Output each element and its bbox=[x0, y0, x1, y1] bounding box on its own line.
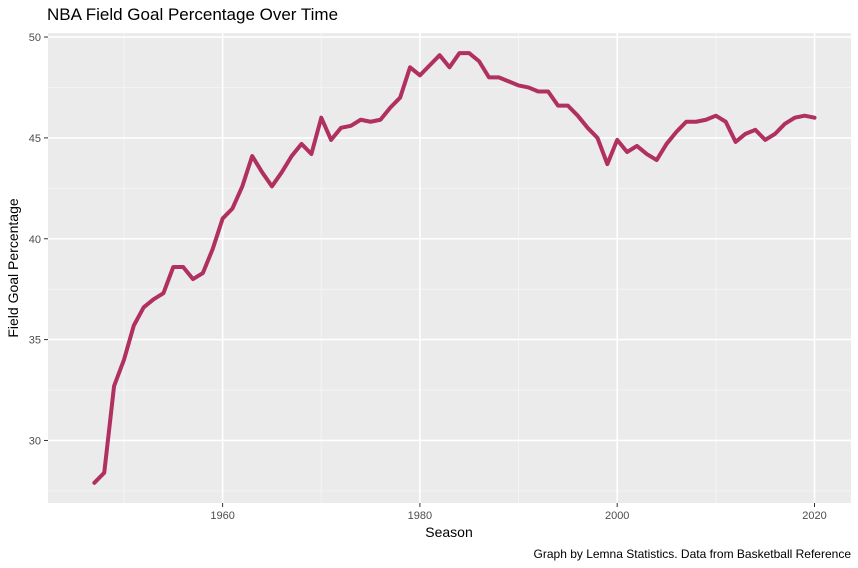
data-point bbox=[388, 106, 392, 110]
data-point bbox=[438, 53, 442, 57]
data-point bbox=[526, 85, 530, 89]
data-point bbox=[684, 120, 688, 124]
data-point bbox=[250, 154, 254, 158]
data-point bbox=[793, 116, 797, 120]
data-point bbox=[240, 184, 244, 188]
data-point bbox=[813, 116, 817, 120]
data-point bbox=[694, 120, 698, 124]
data-point bbox=[122, 358, 126, 362]
x-tick-label: 2000 bbox=[605, 510, 629, 522]
x-tick-labels: 1960 1980 2000 2020 bbox=[210, 510, 826, 522]
axis-ticks bbox=[44, 36, 815, 507]
fg-percentage-line bbox=[92, 51, 817, 485]
data-point bbox=[152, 297, 156, 301]
data-point bbox=[378, 118, 382, 122]
data-point bbox=[171, 265, 175, 269]
data-point bbox=[753, 128, 757, 132]
data-point bbox=[576, 114, 580, 118]
data-point bbox=[132, 323, 136, 327]
x-tick-label: 1960 bbox=[210, 510, 234, 522]
data-point bbox=[615, 138, 619, 142]
data-point bbox=[181, 265, 185, 269]
data-point bbox=[270, 184, 274, 188]
x-tick-label: 1980 bbox=[408, 510, 432, 522]
data-point bbox=[546, 89, 550, 93]
data-point bbox=[586, 126, 590, 130]
chart-title: NBA Field Goal Percentage Over Time bbox=[47, 5, 338, 24]
data-point bbox=[161, 291, 165, 295]
data-point bbox=[783, 122, 787, 126]
data-point bbox=[221, 217, 225, 221]
data-point bbox=[763, 138, 767, 142]
data-point bbox=[230, 206, 234, 210]
data-point bbox=[497, 75, 501, 79]
y-tick-labels: 30 35 40 45 50 bbox=[29, 32, 41, 447]
y-axis-title: Field Goal Percentage bbox=[5, 198, 21, 338]
data-point bbox=[467, 51, 471, 55]
data-point bbox=[803, 114, 807, 118]
data-point bbox=[773, 132, 777, 136]
data-point bbox=[724, 120, 728, 124]
major-gridlines bbox=[48, 33, 851, 503]
data-point bbox=[448, 65, 452, 69]
data-point bbox=[536, 89, 540, 93]
data-point bbox=[102, 471, 106, 475]
data-point bbox=[418, 73, 422, 77]
y-tick-label: 35 bbox=[29, 335, 41, 347]
data-point bbox=[112, 384, 116, 388]
data-point bbox=[300, 142, 304, 146]
data-point bbox=[635, 144, 639, 148]
data-point bbox=[191, 277, 195, 281]
data-point bbox=[309, 152, 313, 156]
data-point bbox=[595, 136, 599, 140]
data-point bbox=[398, 96, 402, 100]
minor-gridlines bbox=[48, 33, 851, 503]
data-point bbox=[507, 79, 511, 83]
y-tick-label: 40 bbox=[29, 234, 41, 246]
data-point bbox=[487, 75, 491, 79]
data-point bbox=[280, 170, 284, 174]
data-point bbox=[339, 126, 343, 130]
data-point bbox=[92, 481, 96, 485]
data-point bbox=[349, 124, 353, 128]
y-tick-label: 50 bbox=[29, 32, 41, 44]
data-point bbox=[408, 65, 412, 69]
x-axis-title: Season bbox=[425, 524, 472, 540]
data-point bbox=[142, 305, 146, 309]
chart-caption: Graph by Lemna Statistics. Data from Bas… bbox=[534, 547, 852, 561]
data-point bbox=[734, 140, 738, 144]
data-point bbox=[477, 59, 481, 63]
data-point bbox=[655, 158, 659, 162]
data-point bbox=[743, 132, 747, 136]
x-tick-label: 2020 bbox=[802, 510, 826, 522]
y-tick-label: 30 bbox=[29, 435, 41, 447]
data-point bbox=[201, 271, 205, 275]
data-point bbox=[674, 130, 678, 134]
data-point bbox=[359, 118, 363, 122]
data-point bbox=[517, 83, 521, 87]
data-point bbox=[566, 104, 570, 108]
data-point bbox=[457, 51, 461, 55]
data-point bbox=[260, 170, 264, 174]
data-point bbox=[665, 142, 669, 146]
data-point bbox=[428, 63, 432, 67]
data-point bbox=[625, 150, 629, 154]
data-point bbox=[704, 118, 708, 122]
data-point bbox=[556, 104, 560, 108]
data-point bbox=[645, 152, 649, 156]
data-point bbox=[369, 120, 373, 124]
y-tick-label: 45 bbox=[29, 133, 41, 145]
data-point bbox=[290, 154, 294, 158]
data-point bbox=[329, 138, 333, 142]
plot-panel bbox=[48, 33, 851, 503]
data-point bbox=[605, 162, 609, 166]
data-point bbox=[211, 247, 215, 251]
data-point bbox=[714, 114, 718, 118]
data-point bbox=[319, 116, 323, 120]
